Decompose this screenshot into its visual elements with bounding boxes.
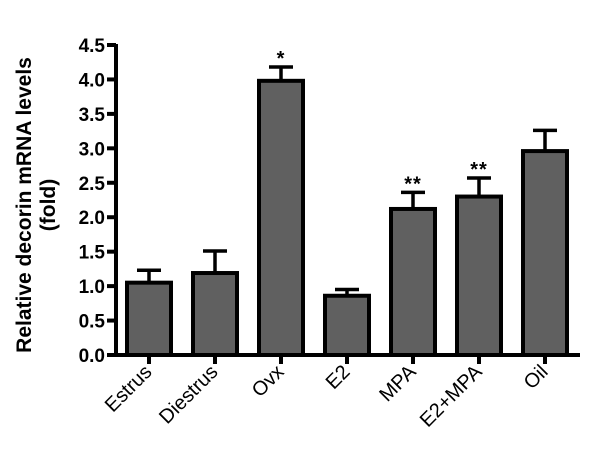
y-axis-label-line: (fold) xyxy=(37,179,60,231)
x-tick-label: E2+MPA xyxy=(416,361,487,432)
y-tick-label: 3.5 xyxy=(79,105,106,126)
bars: ***** xyxy=(125,48,569,357)
bar-ovx: * xyxy=(257,48,305,357)
significance-marker: * xyxy=(277,48,286,70)
y-tick-label: 3.0 xyxy=(79,139,105,160)
y-tick-label: 1.0 xyxy=(79,277,105,298)
x-tick-label: Ovx xyxy=(248,361,289,402)
bar-estrus xyxy=(125,268,173,357)
bar-e2 xyxy=(323,287,371,357)
y-axis-label: Relative decorin mRNA levels (fold) xyxy=(13,57,60,353)
y-tick-label: 2.0 xyxy=(79,208,105,229)
x-tick-label: Oil xyxy=(520,361,553,394)
significance-marker: ** xyxy=(470,159,488,181)
x-tick-label: MPA xyxy=(375,361,421,407)
y-tick-label: 0.0 xyxy=(79,346,105,367)
y-axis: 0.0 0.5 1.0 1.5 2.0 2.5 3.0 3.5 4.0 4.5 xyxy=(79,36,118,367)
y-tick-label: 2.5 xyxy=(79,174,106,195)
y-tick-label: 4.0 xyxy=(79,70,105,91)
y-tick-label: 4.5 xyxy=(79,36,106,57)
x-tick-label: E2 xyxy=(322,361,355,394)
y-tick-label: 1.5 xyxy=(79,243,106,264)
significance-marker: ** xyxy=(404,173,422,195)
x-tick-label: Estrus xyxy=(101,361,157,417)
x-tick-label: Diestrus xyxy=(155,361,222,428)
bar-mpa: ** xyxy=(389,173,437,357)
y-tick-label: 0.5 xyxy=(79,312,106,333)
bar-e2-plus-mpa: ** xyxy=(455,159,503,357)
y-axis-label-line: Relative decorin mRNA levels xyxy=(13,57,36,353)
bar-oil xyxy=(521,128,569,357)
bar-diestrus xyxy=(191,249,239,357)
